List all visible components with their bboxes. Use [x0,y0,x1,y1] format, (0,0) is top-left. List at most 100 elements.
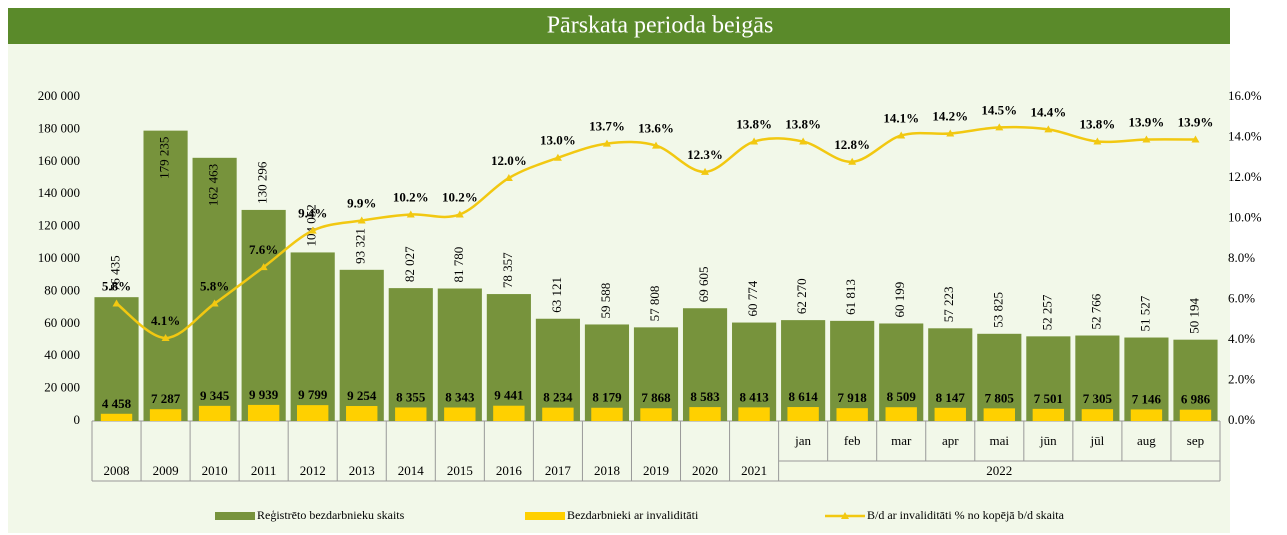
y2-tick-label: 4.0% [1228,331,1255,346]
line-value-label: 4.1% [151,313,180,328]
bar [297,405,329,421]
bar [395,407,427,421]
x-tick-label: 2016 [496,463,523,478]
line-marker [455,210,464,218]
line-value-label: 12.3% [687,147,723,162]
line-marker [602,139,611,147]
bar [633,327,679,421]
legend-swatch [215,512,255,520]
bar [836,408,868,421]
bar-value-label: 63 121 [549,277,564,313]
line-marker [848,157,857,165]
bar [787,407,819,421]
chart-title: Pārskata perioda beigās [547,13,774,39]
line-marker [995,123,1004,131]
x-tick-label: 2021 [741,463,767,478]
bar-value-label: 60 774 [745,280,760,316]
line-value-label: 12.8% [834,137,870,152]
bar [591,407,623,421]
line-marker [308,226,317,234]
bar [885,407,917,421]
bar-value-label: 9 441 [494,388,523,403]
x-tick-label: jūl [1090,433,1105,448]
bar [339,269,384,421]
bar [444,407,476,421]
bar [640,408,672,421]
bar-value-label: 50 194 [1186,297,1201,333]
legend-label: Bezdarbnieki ar invaliditāti [567,508,699,522]
bar-value-label: 130 296 [255,161,270,204]
bar [486,294,531,421]
line-marker [1093,137,1102,145]
line-value-label: 13.7% [589,119,625,134]
bar-value-label: 4 458 [102,396,132,411]
y-tick-label: 180 000 [38,120,80,135]
x-tick-label: apr [942,433,959,448]
x-tick-label: 2009 [153,463,179,478]
y-tick-label: 160 000 [38,153,80,168]
x-tick-label: 2008 [104,463,130,478]
bar-value-label: 52 766 [1088,293,1103,329]
bar [781,320,826,421]
line-marker [799,137,808,145]
line-marker [701,167,710,175]
x-tick-label: 2011 [251,463,277,478]
bar [1130,409,1163,421]
y2-tick-label: 6.0% [1228,290,1255,305]
y2-tick-label: 12.0% [1228,169,1262,184]
line-marker [504,174,513,181]
bar-value-label: 9 939 [249,387,279,402]
x-tick-label: 2015 [447,463,473,478]
line-marker [210,299,219,307]
line-value-label: 10.2% [442,189,478,204]
line-marker [259,263,268,271]
line-value-label: 14.1% [883,110,919,125]
bar [928,328,973,421]
bar-value-label: 8 509 [887,389,917,404]
bar-value-label: 104 052 [304,204,319,246]
line-value-label: 14.5% [981,102,1017,117]
y2-tick-label: 14.0% [1228,128,1262,143]
bar [830,320,875,421]
bar-value-label: 7 501 [1034,391,1063,406]
line-value-label: 13.8% [1080,117,1116,132]
legend-label: B/d ar invaliditāti % no kopējā b/d skai… [867,508,1065,522]
bar [977,333,1022,421]
bar-value-label: 8 355 [396,389,426,404]
bar-value-label: 60 199 [892,282,907,318]
y2-tick-label: 16.0% [1228,88,1262,103]
line-value-label: 13.9% [1129,115,1165,130]
line-value-label: 13.8% [785,117,821,132]
y-tick-label: 0 [74,412,81,427]
x-tick-label: mai [990,433,1010,448]
bar-value-label: 61 813 [843,279,858,315]
x-tick-label: 2017 [545,463,572,478]
bar-value-label: 62 270 [794,278,809,314]
bar [1173,339,1218,421]
bar-value-label: 6 986 [1181,392,1211,407]
bar-value-label: 8 614 [789,389,819,404]
bar-value-label: 7 918 [838,390,868,405]
line-value-label: 9.4% [298,206,327,221]
line-value-label: 13.6% [638,121,674,136]
bar-value-label: 57 808 [647,286,662,322]
x-tick-label: 2010 [202,463,228,478]
bar-value-label: 76 435 [108,255,123,291]
bar [535,318,580,421]
line-value-label: 13.9% [1178,115,1214,130]
bar-value-label: 8 343 [445,389,475,404]
group-label: 2022 [986,463,1012,478]
y-tick-label: 80 000 [44,282,80,297]
x-tick-label: jūn [1039,433,1057,448]
x-tick-label: 2013 [349,463,375,478]
bar [934,407,966,421]
bar-value-label: 9 799 [298,387,328,402]
x-tick-label: feb [844,433,861,448]
bar-value-label: 59 588 [598,283,613,319]
line-value-label: 14.2% [932,108,968,123]
bar [198,405,231,421]
line-marker [1044,125,1053,133]
bar-value-label: 7 805 [985,390,1015,405]
